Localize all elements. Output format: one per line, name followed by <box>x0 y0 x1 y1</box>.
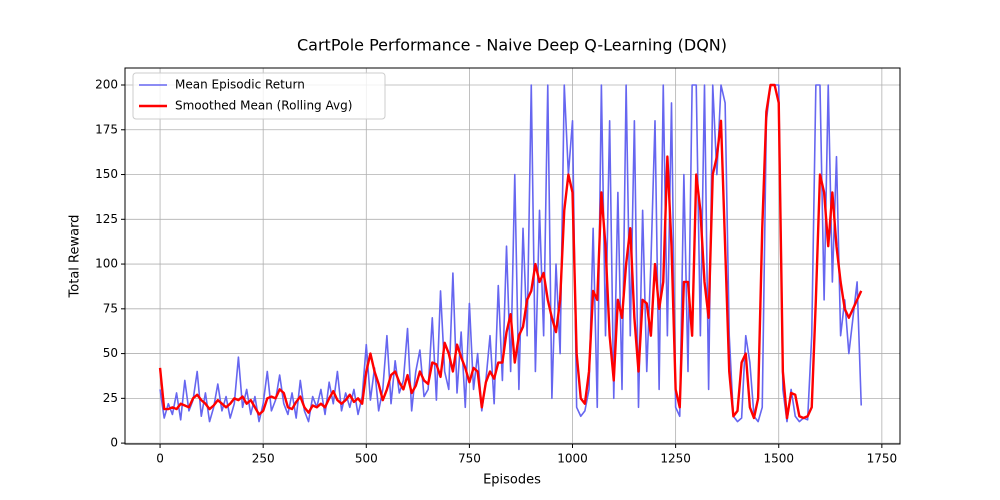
x-tick-label: 750 <box>458 452 481 466</box>
legend-box <box>132 72 386 120</box>
x-tick-label: 0 <box>156 452 164 466</box>
y-tick-label: 75 <box>103 301 118 315</box>
x-tick-label: 1250 <box>660 452 691 466</box>
axes-frame <box>124 67 901 445</box>
x-tick-label: 1750 <box>867 452 898 466</box>
x-tick-label: 1500 <box>763 452 794 466</box>
y-tick-label: 150 <box>95 167 118 181</box>
y-tick-label: 0 <box>110 436 118 450</box>
series-line <box>158 83 863 420</box>
y-tick-label: 200 <box>95 78 118 92</box>
x-axis-label: Episodes <box>483 473 541 488</box>
y-tick-label: 50 <box>103 346 118 360</box>
chart-title: CartPole Performance - Naive Deep Q-Lear… <box>297 36 727 55</box>
legend-label: Smoothed Mean (Rolling Avg) <box>175 99 352 113</box>
y-tick-label: 100 <box>95 257 118 271</box>
y-tick-label: 125 <box>95 212 118 226</box>
x-tick-label: 1000 <box>557 452 588 466</box>
y-axis-label: Total Reward <box>68 215 83 299</box>
x-tick-label: 500 <box>355 452 378 466</box>
y-tick-label: 175 <box>95 122 118 136</box>
y-tick-label: 25 <box>103 391 118 405</box>
x-tick-label: 250 <box>252 452 275 466</box>
legend-label: Mean Episodic Return <box>175 78 305 92</box>
series-line <box>159 84 863 423</box>
